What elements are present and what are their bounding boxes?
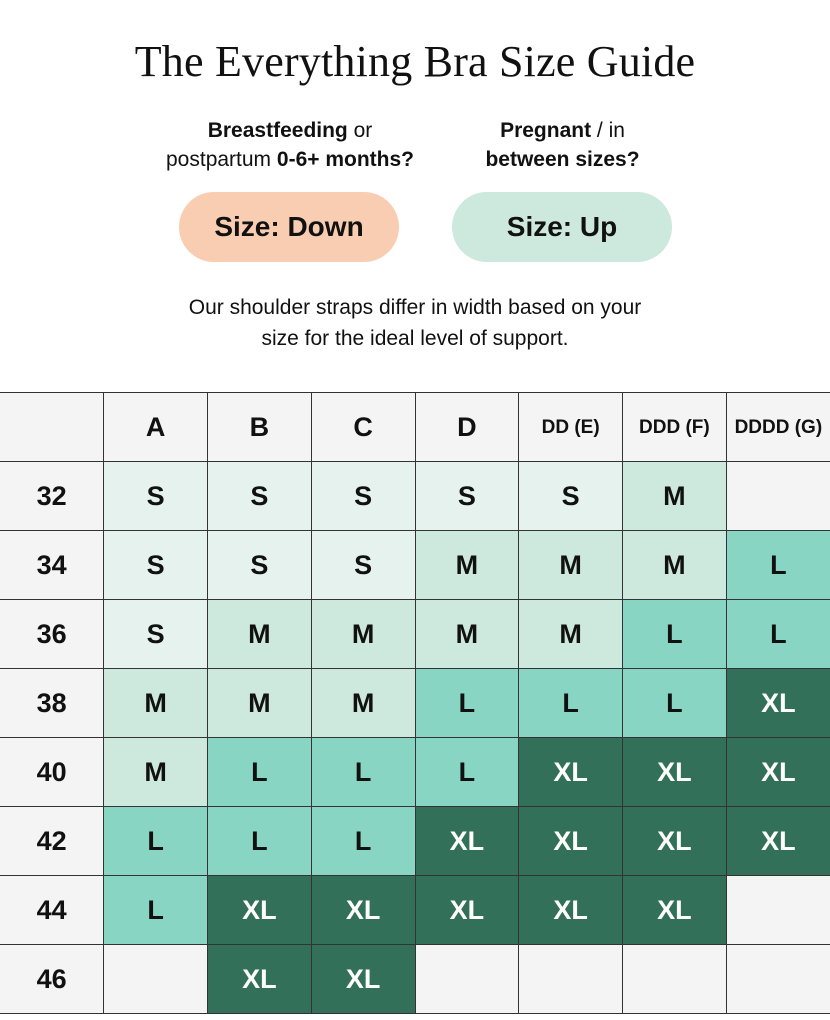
strap-size-cell	[518, 944, 623, 1014]
strap-size-cell: XL	[207, 875, 312, 945]
size-down-button[interactable]: Size: Down	[179, 192, 399, 262]
strap-size-cell	[622, 944, 727, 1014]
strap-size-cell: M	[207, 668, 312, 738]
table-row: 32 S S S S S M	[0, 461, 830, 531]
column-header: B	[207, 392, 312, 462]
strap-size-cell: XL	[310, 944, 416, 1014]
strap-size-cell: L	[622, 668, 727, 738]
strap-size-cell: M	[518, 530, 623, 600]
column-header: DDDD (G)	[725, 392, 830, 462]
strap-size-cell: S	[207, 530, 312, 600]
strap-size-cell: M	[310, 599, 416, 669]
size-up-button[interactable]: Size: Up	[452, 192, 672, 262]
strap-size-cell: L	[622, 599, 727, 669]
question-text: or	[347, 119, 373, 142]
strap-size-cell: XL	[414, 875, 520, 945]
strap-size-cell: XL	[518, 806, 623, 876]
strap-size-cell: S	[103, 530, 208, 600]
header-row: A B C D DD (E) DDD (F) DDDD (G)	[0, 392, 830, 462]
strap-size-cell: L	[414, 737, 520, 807]
strap-size-cell: M	[414, 599, 520, 669]
strap-size-cell: XL	[518, 875, 623, 945]
strap-size-cell: M	[103, 737, 208, 807]
question-text: Breastfeeding	[207, 119, 348, 142]
strap-size-cell: L	[207, 806, 312, 876]
strap-size-cell: L	[310, 806, 416, 876]
band-size-cell: 40	[0, 737, 105, 807]
table-row: 40 M L L L XL XL XL	[0, 737, 830, 807]
strap-note: Our shoulder straps differ in width base…	[0, 292, 830, 354]
strap-size-cell: L	[310, 737, 416, 807]
strap-size-cell: S	[310, 530, 416, 600]
strap-size-cell: M	[622, 461, 727, 531]
strap-size-cell: M	[310, 668, 416, 738]
strap-size-cell: XL	[414, 806, 520, 876]
corner-cell	[0, 392, 105, 462]
strap-size-cell: S	[518, 461, 623, 531]
note-line: Our shoulder straps differ in width base…	[188, 296, 642, 319]
strap-size-cell: XL	[725, 806, 830, 876]
table-row: 36 S M M M M L L	[0, 599, 830, 669]
strap-size-cell: XL	[622, 806, 727, 876]
column-header: C	[310, 392, 416, 462]
strap-size-cell: M	[518, 599, 623, 669]
strap-size-cell: M	[414, 530, 520, 600]
strap-size-cell: L	[725, 599, 830, 669]
table-row: 44 L XL XL XL XL XL	[0, 875, 830, 945]
band-size-cell: 44	[0, 875, 105, 945]
question-text: postpartum	[166, 148, 277, 171]
size-chart-table: A B C D DD (E) DDD (F) DDDD (G) 32 S S S S S M 34 S S S M M…	[0, 392, 830, 1014]
strap-size-cell: L	[103, 875, 208, 945]
band-size-cell: 34	[0, 530, 105, 600]
band-size-cell: 36	[0, 599, 105, 669]
question-text: between sizes?	[485, 148, 640, 171]
strap-size-cell	[414, 944, 520, 1014]
strap-size-cell: S	[207, 461, 312, 531]
strap-size-cell: S	[103, 461, 208, 531]
note-line: size for the ideal level of support.	[261, 327, 569, 350]
strap-size-cell	[103, 944, 208, 1014]
strap-size-cell: XL	[518, 737, 623, 807]
strap-size-cell: S	[414, 461, 520, 531]
strap-size-cell: L	[518, 668, 623, 738]
strap-size-cell	[725, 875, 830, 945]
size-down-question: Breastfeeding or postpartum 0-6+ months?	[135, 116, 445, 174]
band-size-cell: 46	[0, 944, 105, 1014]
band-size-cell: 32	[0, 461, 105, 531]
table-row: 34 S S S M M M L	[0, 530, 830, 600]
band-size-cell: 38	[0, 668, 105, 738]
strap-size-cell: XL	[725, 737, 830, 807]
size-up-question: Pregnant / in between sizes?	[455, 116, 670, 174]
column-header: A	[103, 392, 208, 462]
strap-size-cell: XL	[622, 875, 727, 945]
band-size-cell: 42	[0, 806, 105, 876]
question-text: Pregnant	[500, 119, 592, 142]
strap-size-cell: S	[103, 599, 208, 669]
column-header: DD (E)	[518, 392, 623, 462]
table-row: 38 M M M L L L XL	[0, 668, 830, 738]
strap-size-cell: L	[103, 806, 208, 876]
page-title: The Everything Bra Size Guide	[134, 37, 696, 86]
strap-size-cell: L	[207, 737, 312, 807]
table-row: 42 L L L XL XL XL XL	[0, 806, 830, 876]
strap-size-cell: XL	[725, 668, 830, 738]
strap-size-cell: M	[207, 599, 312, 669]
strap-size-cell: XL	[207, 944, 312, 1014]
strap-size-cell: XL	[622, 737, 727, 807]
strap-size-cell	[725, 944, 830, 1014]
column-header: D	[414, 392, 520, 462]
question-text: / in	[591, 119, 625, 142]
strap-size-cell	[725, 461, 830, 531]
strap-size-cell: M	[103, 668, 208, 738]
strap-size-cell: S	[310, 461, 416, 531]
strap-size-cell: L	[414, 668, 520, 738]
strap-size-cell: M	[622, 530, 727, 600]
strap-size-cell: L	[725, 530, 830, 600]
question-text: 0-6+ months?	[276, 148, 414, 171]
strap-size-cell: XL	[310, 875, 416, 945]
table-row: 46 XL XL	[0, 944, 830, 1014]
column-header: DDD (F)	[622, 392, 727, 462]
